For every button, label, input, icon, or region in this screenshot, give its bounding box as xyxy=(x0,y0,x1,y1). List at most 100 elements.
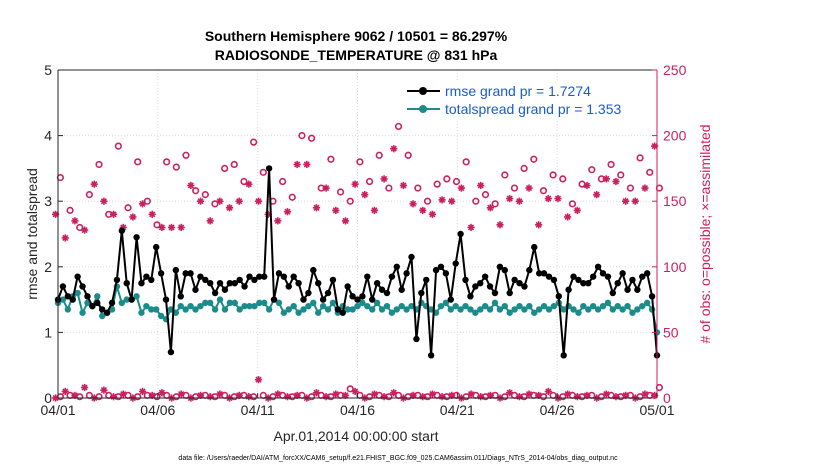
obs-possible-point xyxy=(259,168,267,176)
obs-assimilated-point xyxy=(370,206,379,214)
series-point-totalspread xyxy=(152,306,160,313)
obs-assimilated-point-stroke xyxy=(255,198,262,205)
obs-possible-point xyxy=(539,187,548,195)
series-point-rmse xyxy=(462,276,469,284)
series-point-rmse xyxy=(84,293,91,300)
obs-possible-point xyxy=(530,155,538,163)
series-point-rmse xyxy=(373,280,381,287)
footnote: data file: /Users/raeder/DAI/ATM_forcXX/… xyxy=(178,455,618,462)
series-point-totalspread xyxy=(94,293,101,300)
obs-assimilated-point-stroke xyxy=(467,224,475,231)
series-point-totalspread xyxy=(202,299,209,307)
series-point-totalspread xyxy=(79,309,86,316)
obs-assimilated-point xyxy=(225,204,234,212)
series-point-rmse xyxy=(310,266,317,274)
obs-assimilated-point-stroke xyxy=(516,198,523,205)
obs-assimilated-low-point xyxy=(544,387,552,396)
series-point-rmse xyxy=(108,299,116,307)
series-point-rmse xyxy=(467,293,474,300)
obs-assimilated-low-point xyxy=(370,390,379,398)
y-tick-label: 0 xyxy=(44,390,52,406)
obs-assimilated-low-point-stroke xyxy=(197,392,204,399)
series-point-rmse xyxy=(403,270,410,277)
series-point-rmse xyxy=(624,286,631,293)
obs-possible-point xyxy=(163,158,171,166)
series-point-totalspread xyxy=(472,309,479,316)
obs-assimilated-low-point xyxy=(312,389,321,397)
series-point-totalspread xyxy=(359,299,366,307)
series-point-rmse xyxy=(143,273,150,280)
obs-assimilated-low-point-stroke xyxy=(71,392,79,399)
legend-background xyxy=(402,80,642,120)
obs-assimilated-low-point xyxy=(245,393,253,401)
obs-assimilated-low-point-stroke xyxy=(564,390,571,398)
obs-assimilated-point xyxy=(274,217,282,225)
obs-possible-point xyxy=(452,177,461,186)
series-point-totalspread xyxy=(452,302,459,310)
obs-assimilated-low-point-stroke xyxy=(342,392,349,399)
series-point-totalspread xyxy=(300,306,307,313)
obs-assimilated-point xyxy=(525,184,533,192)
series-point-totalspread xyxy=(148,306,155,313)
y-right-tick-label: 0 xyxy=(663,390,671,406)
series-point-totalspread xyxy=(393,306,400,313)
obs-assimilated-point xyxy=(235,197,243,205)
series-point-totalspread xyxy=(373,299,381,307)
obs-assimilated-low-point xyxy=(506,389,514,397)
obs-assimilated-point xyxy=(428,210,436,218)
obs-assimilated-low-point xyxy=(390,389,398,397)
series-point-rmse xyxy=(300,296,307,303)
series-point-rmse xyxy=(629,276,636,284)
series-point-rmse xyxy=(202,276,209,284)
series-point-rmse xyxy=(197,273,204,280)
obs-possible-point xyxy=(134,158,142,166)
obs-possible-point xyxy=(85,191,93,199)
series-point-rmse xyxy=(148,276,155,284)
series-point-rmse xyxy=(560,352,567,359)
series-point-totalspread xyxy=(585,306,592,313)
series-point-rmse xyxy=(531,243,538,251)
obs-assimilated-point-stroke xyxy=(574,207,581,214)
series-point-rmse xyxy=(329,276,337,284)
series-point-totalspread xyxy=(187,302,194,310)
legend-totalspread-label: totalspread grand pr = 1.353 xyxy=(445,101,622,117)
series-point-totalspread xyxy=(604,299,612,307)
obs-assimilated-low-point-stroke xyxy=(216,390,223,398)
obs-possible-point xyxy=(201,191,209,199)
series-point-rmse xyxy=(457,230,464,238)
obs-assimilated-point xyxy=(312,204,321,212)
series-point-rmse xyxy=(599,270,607,277)
obs-assimilated-point xyxy=(322,184,330,192)
series-point-totalspread xyxy=(192,306,199,313)
obs-assimilated-low-point xyxy=(525,390,533,398)
obs-assimilated-point-stroke xyxy=(187,182,194,189)
obs-assimilated-point xyxy=(119,223,127,232)
obs-assimilated-point xyxy=(206,217,214,225)
series-point-totalspread xyxy=(211,306,219,313)
x-tick-label: 04/16 xyxy=(340,402,375,418)
obs-assimilated-low-point-stroke xyxy=(448,392,455,399)
obs-assimilated-point xyxy=(583,181,591,190)
y-right-tick-label: 250 xyxy=(663,62,687,78)
series-point-rmse xyxy=(540,270,548,277)
obs-possible-point xyxy=(279,177,287,186)
obs-assimilated-point-stroke xyxy=(535,221,542,228)
series-point-rmse xyxy=(398,286,405,293)
obs-assimilated-point xyxy=(332,206,340,214)
obs-assimilated-point-stroke xyxy=(400,182,407,189)
obs-assimilated-point-stroke xyxy=(390,145,397,152)
series-point-totalspread xyxy=(447,306,454,313)
obs-assimilated-point xyxy=(216,197,224,205)
series-point-rmse xyxy=(251,276,258,284)
series-point-rmse xyxy=(619,270,626,277)
obs-assimilated-point xyxy=(361,191,369,199)
series-point-totalspread xyxy=(378,306,386,313)
obs-assimilated-point-stroke xyxy=(622,198,629,205)
series-point-rmse xyxy=(447,296,454,303)
obs-assimilated-low-point xyxy=(177,390,185,398)
obs-assimilated-point-stroke xyxy=(129,213,136,221)
obs-assimilated-point xyxy=(602,175,610,183)
series-point-totalspread xyxy=(349,306,356,313)
obs-possible-point xyxy=(588,166,596,174)
